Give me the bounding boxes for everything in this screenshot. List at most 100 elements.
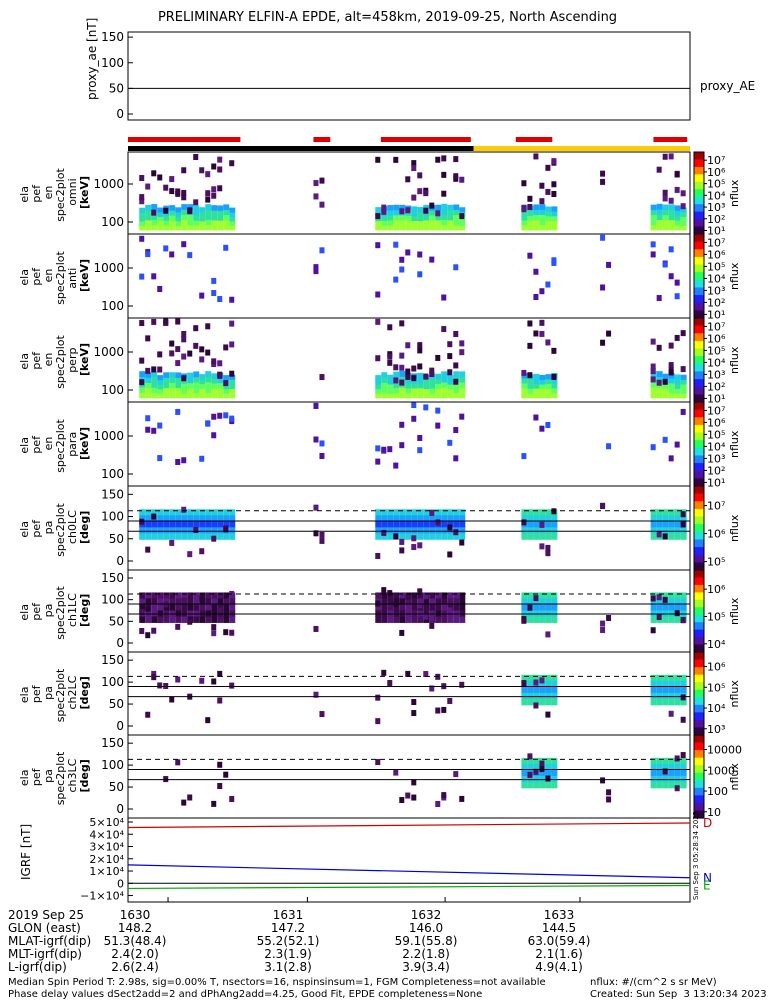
spectrogram-cell	[223, 388, 230, 394]
spectrogram-cell	[205, 190, 211, 197]
l-value: 3.9(3.4)	[402, 960, 450, 974]
spectrogram-cell	[151, 387, 158, 394]
spectrogram-cell	[393, 509, 400, 516]
spectrogram-cell	[447, 204, 454, 211]
spectrogram-cell	[175, 225, 182, 231]
spectrogram-cell	[527, 379, 534, 385]
spectrogram-cell	[181, 392, 188, 399]
spectrogram-cell	[145, 426, 151, 433]
spectrogram-cell	[435, 515, 442, 522]
spectrogram-cell	[680, 781, 687, 789]
spectrogram-cell	[405, 378, 412, 384]
y-axis-label: spec2plot	[54, 251, 67, 305]
spectrogram-cell	[441, 371, 448, 378]
spectrogram-cell	[157, 207, 164, 213]
y-axis-label: [keV]	[78, 176, 91, 209]
spectrogram-cell	[229, 616, 236, 623]
colorbar-segment	[694, 780, 704, 789]
spectrogram-frame	[127, 233, 691, 319]
spectrogram-cell	[521, 686, 528, 694]
spectrogram-cell	[151, 592, 158, 599]
spectrogram-cell	[199, 527, 206, 534]
spectrogram-cell	[429, 202, 435, 209]
spectrogram-cell	[229, 379, 236, 385]
spectrogram-cell	[441, 171, 447, 178]
spectrogram-cell	[417, 251, 423, 258]
spectrogram-cell	[199, 216, 206, 222]
spectrogram-cell	[650, 527, 657, 534]
spectrogram-cell	[181, 457, 187, 464]
footer-created: Created: Sun Sep 3 13:20:34 2023	[590, 989, 767, 1000]
spectrogram-cell	[205, 392, 212, 399]
spectrogram-cell	[175, 458, 181, 465]
spectrogram-cell	[533, 757, 540, 765]
spectrogram-cell	[169, 592, 176, 599]
spectrogram-cell	[157, 216, 164, 222]
y-tick-label: 1000	[93, 345, 124, 359]
spectrogram-cell	[662, 189, 668, 196]
spectrogram-cell	[187, 372, 194, 379]
spectrogram-cell	[435, 392, 442, 399]
spectrogram-cell	[551, 533, 558, 540]
spectrogram-cell	[650, 209, 657, 216]
spectrogram-cell	[169, 539, 175, 546]
spectrogram-cell	[662, 388, 669, 394]
colorbar-segment	[694, 554, 704, 563]
spectrogram-cell	[381, 215, 388, 221]
colorbar-segment	[694, 704, 704, 713]
spectrogram-cell	[441, 527, 448, 534]
spectrogram-cell	[223, 380, 229, 387]
colorbar-tick-label: 10²	[707, 380, 725, 393]
spectrogram-cell	[393, 224, 400, 231]
spectrogram-cell	[650, 595, 656, 602]
spectrogram-cell	[223, 598, 230, 605]
spectrogram-cell	[527, 372, 533, 379]
spectrogram-cell	[199, 604, 206, 611]
y-axis-label: perp	[66, 348, 79, 373]
spectrogram-cell	[157, 220, 164, 226]
spectrogram-cell	[387, 353, 393, 360]
colorbar-tick-label: 10⁵	[707, 428, 725, 441]
spectrogram-cell	[175, 623, 181, 630]
spectrogram-cell	[211, 624, 217, 631]
spectrogram-cell	[545, 393, 552, 399]
spectrogram-cell	[453, 392, 460, 399]
spectrogram-cell	[399, 538, 405, 545]
spectrogram-cell	[151, 533, 158, 540]
spectrogram-cell	[668, 680, 675, 688]
spectrogram-cell	[139, 616, 146, 623]
spectrogram-cell	[193, 376, 200, 383]
spectrogram-cell	[539, 598, 546, 605]
spectrogram-cell	[223, 209, 230, 216]
spectrogram-cell	[668, 273, 674, 280]
spectrogram-cell	[545, 769, 552, 777]
spectrogram-cell	[151, 392, 158, 399]
spectrogram-cell	[393, 604, 400, 611]
spectrogram-cell	[423, 671, 429, 678]
spectrogram-cell	[650, 515, 657, 522]
spectrogram-cell	[539, 521, 545, 528]
spectrogram-cell	[411, 779, 417, 786]
spectrogram-cell	[459, 213, 465, 220]
spectrogram-cell	[453, 387, 460, 394]
spectrogram-cell	[175, 387, 182, 394]
spectrogram-cell	[527, 195, 533, 202]
spectrogram-cell	[551, 225, 558, 231]
colorbar-tick-label: 10⁵	[707, 610, 725, 623]
spectrogram-cell	[199, 292, 205, 299]
spectrogram-cell	[187, 794, 193, 801]
spectrogram-cell	[533, 763, 540, 771]
spectrogram-cell	[551, 215, 558, 221]
colorbar-segment	[694, 249, 704, 258]
spectrogram-cell	[211, 413, 217, 420]
spectrogram-cell	[205, 196, 211, 203]
spectrogram-cell	[680, 330, 686, 337]
spectrogram-cell	[393, 156, 399, 163]
spectrogram-cell	[423, 604, 430, 611]
spectrogram-cell	[662, 781, 669, 789]
igrf-legend-E: E	[703, 878, 711, 892]
spectrogram-cell	[313, 625, 319, 632]
spectrogram-cell	[545, 698, 552, 706]
colorbar-tick-label: 10¹	[707, 308, 725, 321]
y-axis-label: [keV]	[78, 259, 91, 292]
